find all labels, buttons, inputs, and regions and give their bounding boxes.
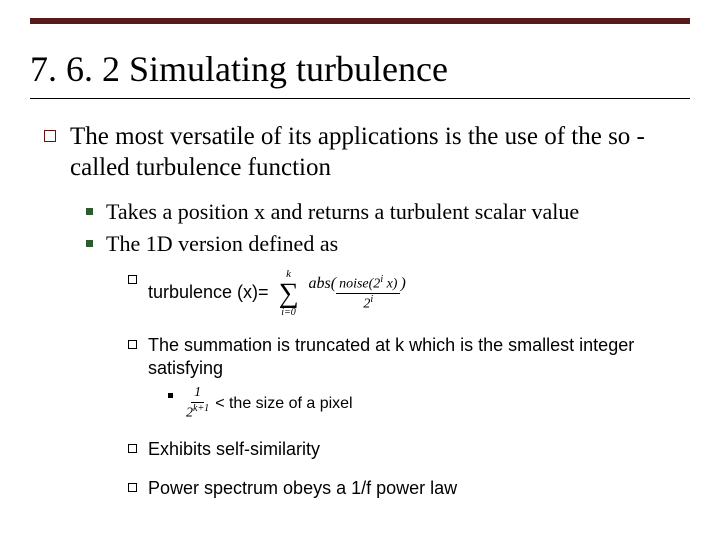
l1-text: The most versatile of its applications i…	[70, 121, 690, 184]
level1-list: The most versatile of its applications i…	[30, 121, 690, 500]
l2-text: The 1D version defined as	[106, 230, 690, 259]
fraction: noise(2i x) 2i	[336, 275, 400, 313]
list-item: turbulence (x)= k ∑ i=0 abs( noise(2i x)…	[106, 269, 690, 318]
list-item: The 1D version defined as turbulence (x)…	[70, 230, 690, 500]
l3-text: The summation is truncated at k which is…	[148, 334, 690, 381]
level2-list: Takes a position x and returns a turbule…	[70, 198, 690, 501]
formula-prefix: turbulence (x)=	[148, 281, 269, 304]
level3-list: turbulence (x)= k ∑ i=0 abs( noise(2i x)…	[106, 269, 690, 501]
slide-title: 7. 6. 2 Simulating turbulence	[30, 48, 690, 90]
summation-symbol: k ∑ i=0	[279, 269, 299, 318]
pixel-condition-row: 1 2k+1 < the size of a pixel	[186, 386, 690, 421]
level4-list: 1 2k+1 < the size of a pixel	[148, 386, 690, 421]
list-item: Power spectrum obeys a 1/f power law	[106, 477, 690, 500]
title-underline	[30, 98, 690, 99]
l3-text: Power spectrum obeys a 1/f power law	[148, 477, 690, 500]
list-item: 1 2k+1 < the size of a pixel	[148, 386, 690, 421]
l2-text: Takes a position x and returns a turbule…	[106, 198, 690, 227]
turbulence-formula-row: turbulence (x)= k ∑ i=0 abs( noise(2i x)…	[148, 269, 690, 318]
list-item: Takes a position x and returns a turbule…	[70, 198, 690, 227]
list-item: Exhibits self-similarity	[106, 438, 690, 461]
pixel-condition-text: < the size of a pixel	[215, 395, 352, 413]
list-item: The summation is truncated at k which is…	[106, 334, 690, 422]
abs-expression: abs( noise(2i x) 2i )	[309, 274, 406, 313]
list-item: The most versatile of its applications i…	[30, 121, 690, 500]
l3-text: Exhibits self-similarity	[148, 438, 690, 461]
top-horizontal-rule	[30, 18, 690, 24]
fraction-pixel: 1 2k+1	[186, 386, 209, 421]
